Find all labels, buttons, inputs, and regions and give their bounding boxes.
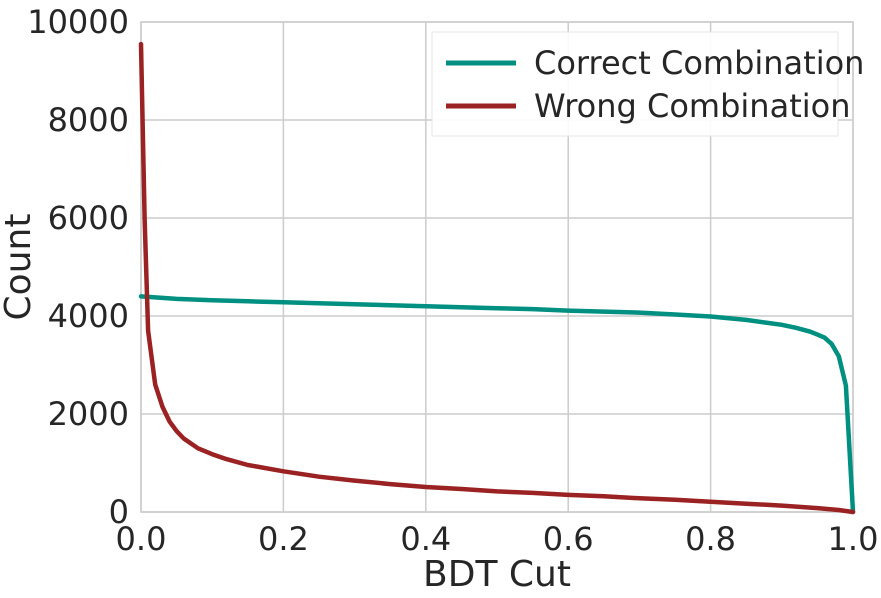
legend-label-wrong-combination: Wrong Combination: [534, 87, 850, 125]
x-tick-label: 0.2: [258, 520, 309, 558]
y-tick-label: 2000: [48, 395, 129, 433]
x-axis-title: BDT Cut: [423, 554, 571, 595]
x-tick-label: 0.8: [685, 520, 736, 558]
y-tick-label: 10000: [27, 3, 129, 41]
y-tick-label: 8000: [48, 101, 129, 139]
x-tick-label: 1.0: [828, 520, 879, 558]
series-lines: [138, 41, 856, 515]
x-tick-labels: 0.0 0.2 0.4 0.6 0.8 1.0: [116, 520, 879, 558]
y-tick-labels: 0 2000 4000 6000 8000 10000: [27, 3, 129, 531]
y-tick-label: 0: [109, 493, 129, 531]
y-tick-label: 6000: [48, 199, 129, 237]
legend-label-correct-combination: Correct Combination: [534, 44, 864, 82]
series-line-wrong-combination: [138, 41, 856, 515]
plot-area-frame: [140, 21, 854, 513]
series-line-correct-combination: [138, 294, 856, 515]
y-tick-label: 4000: [48, 297, 129, 335]
y-axis-title: Count: [0, 214, 39, 321]
legend-frame: [431, 31, 839, 137]
legend: Correct Combination Wrong Combination: [431, 31, 864, 137]
x-tick-label: 0.4: [400, 520, 451, 558]
x-tick-label: 0.6: [543, 520, 594, 558]
x-tick-label: 0.0: [116, 520, 167, 558]
